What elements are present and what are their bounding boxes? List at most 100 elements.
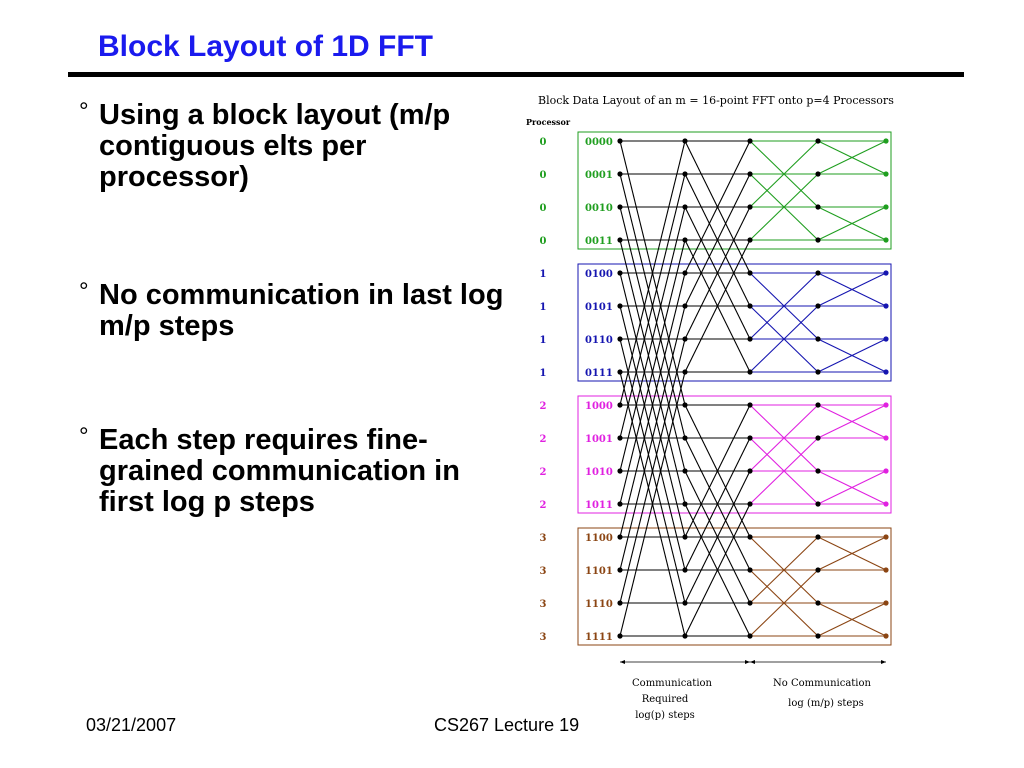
element-index-label: 1000 (585, 401, 613, 412)
element-index-label: 1100 (585, 533, 613, 544)
butterfly-node (883, 237, 888, 242)
processor-number-label: 3 (540, 599, 547, 610)
butterfly-node (883, 204, 888, 209)
processor-number-label: 2 (540, 500, 547, 511)
butterfly-nodes (617, 138, 888, 638)
butterfly-node (883, 336, 888, 341)
butterfly-node (815, 336, 820, 341)
processor-number-label: 2 (540, 467, 547, 478)
footer-date: 03/21/2007 (86, 715, 176, 736)
butterfly-node (815, 600, 820, 605)
butterfly-node (815, 171, 820, 176)
butterfly-node (815, 270, 820, 275)
processor-number-label: 0 (540, 236, 547, 247)
butterfly-node (747, 204, 752, 209)
butterfly-node (682, 303, 687, 308)
element-index-label: 0100 (585, 269, 613, 280)
processor-box (578, 132, 891, 249)
butterfly-node (682, 138, 687, 143)
butterfly-node (747, 237, 752, 242)
step-captions: Communication Required log(p) steps No C… (632, 678, 871, 721)
element-index-label: 1010 (585, 467, 613, 478)
communication-label-line2: Required (642, 694, 689, 705)
butterfly-node (682, 600, 687, 605)
slide-title: Block Layout of 1D FFT (98, 30, 433, 64)
element-index-label: 0001 (585, 170, 613, 181)
bullet-item: ° Each step requires fine-grained commun… (75, 425, 515, 518)
element-index-label: 1101 (585, 566, 613, 577)
bullet-text: Using a block layout (m/p contiguous elt… (99, 100, 515, 193)
butterfly-node (747, 435, 752, 440)
bullet-mark: ° (79, 276, 89, 307)
butterfly-node (883, 633, 888, 638)
butterfly-node (883, 171, 888, 176)
butterfly-node (815, 567, 820, 572)
butterfly-node (747, 534, 752, 539)
processor-number-label: 1 (540, 368, 547, 379)
butterfly-node (682, 204, 687, 209)
bullet-text: No communication in last log m/p steps (99, 280, 515, 342)
processor-number-label: 1 (540, 335, 547, 346)
butterfly-node (815, 369, 820, 374)
butterfly-node (617, 204, 622, 209)
butterfly-node (747, 138, 752, 143)
butterfly-node (682, 270, 687, 275)
element-index-label: 1011 (585, 500, 613, 511)
element-index-label: 0011 (585, 236, 613, 247)
butterfly-node (747, 501, 752, 506)
butterfly-node (682, 435, 687, 440)
butterfly-node (815, 303, 820, 308)
processor-box (578, 396, 891, 513)
butterfly-node (815, 468, 820, 473)
processor-box (578, 264, 891, 381)
butterfly-node (815, 402, 820, 407)
bullet-item: ° No communication in last log m/p steps (75, 280, 515, 342)
processor-header: Processor (526, 117, 571, 127)
processor-number-label: 1 (540, 269, 547, 280)
butterfly-node (883, 369, 888, 374)
butterfly-node (815, 138, 820, 143)
butterfly-node (617, 633, 622, 638)
butterfly-node (747, 303, 752, 308)
processor-number-label: 2 (540, 434, 547, 445)
butterfly-node (883, 534, 888, 539)
processor-number-label: 0 (540, 137, 547, 148)
butterfly-wires (620, 141, 886, 636)
communication-label-line1: Communication (632, 678, 713, 689)
butterfly-node (617, 336, 622, 341)
butterfly-node (883, 435, 888, 440)
butterfly-node (883, 270, 888, 275)
butterfly-node (747, 600, 752, 605)
bullet-mark: ° (79, 96, 89, 127)
butterfly-node (617, 501, 622, 506)
processor-number-label: 2 (540, 401, 547, 412)
processor-number-label: 3 (540, 632, 547, 643)
butterfly-node (682, 237, 687, 242)
butterfly-node (747, 567, 752, 572)
butterfly-node (747, 171, 752, 176)
butterfly-node (815, 435, 820, 440)
bullet-mark: ° (79, 421, 89, 452)
bullet-item: ° Using a block layout (m/p contiguous e… (75, 100, 515, 193)
butterfly-node (682, 369, 687, 374)
butterfly-node (747, 633, 752, 638)
butterfly-node (682, 336, 687, 341)
butterfly-node (815, 633, 820, 638)
title-divider (68, 72, 964, 77)
butterfly-node (617, 369, 622, 374)
butterfly-node (883, 567, 888, 572)
element-index-label: 1110 (585, 599, 613, 610)
butterfly-node (883, 402, 888, 407)
butterfly-node (682, 171, 687, 176)
butterfly-node (617, 138, 622, 143)
element-index-label: 0010 (585, 203, 613, 214)
butterfly-node (617, 435, 622, 440)
butterfly-node (617, 303, 622, 308)
butterfly-node (747, 468, 752, 473)
bullet-text: Each step requires fine-grained communic… (99, 425, 515, 518)
butterfly-node (883, 138, 888, 143)
footer-lecture: CS267 Lecture 19 (434, 715, 579, 736)
butterfly-node (883, 468, 888, 473)
butterfly-node (617, 237, 622, 242)
